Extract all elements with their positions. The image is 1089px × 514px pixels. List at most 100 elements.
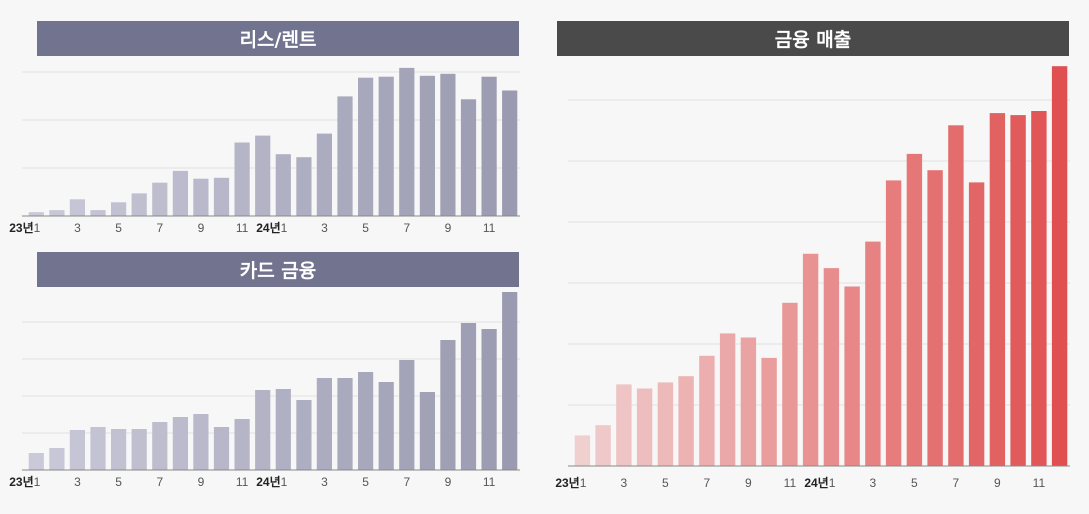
x-tick-label: 5 [115,221,122,235]
x-tick-label: 5 [662,476,669,490]
bar [460,323,477,470]
bar [111,429,127,470]
bar [296,400,312,470]
x-tick-label: 24년1 [256,221,287,235]
x-tick-label: 9 [445,475,452,489]
bar [574,435,591,466]
bar [948,125,964,467]
bar [440,340,456,470]
x-tick-label: 7 [156,475,163,489]
x-tick-label: 3 [74,221,81,235]
bar [989,113,1006,466]
x-tick-label: 7 [403,221,410,235]
bar [823,268,840,466]
bar [172,417,188,470]
bar [719,333,736,466]
bar [740,337,757,466]
bar [419,75,435,216]
bar [440,73,456,216]
x-tick-label: 3 [621,476,628,490]
bar [802,253,819,466]
x-tick-label: 5 [362,475,369,489]
bar [1010,115,1026,466]
bar [337,96,353,216]
x-tick-label: 7 [704,476,711,490]
bar [152,422,168,470]
bar [275,389,291,470]
bar-chart-card-finance: 23년1 3 5 7 9 11 24년1 3 5 7 9 11 [9,292,520,489]
bar [378,382,394,470]
bar [502,292,518,470]
bar [28,453,44,470]
bar [172,170,188,216]
bar [678,376,694,466]
x-tick-label: 5 [362,221,369,235]
bar [193,414,209,470]
bar [761,357,777,466]
x-tick-label: 7 [403,475,410,489]
bar [885,180,902,466]
x-tick-label: 23년1 [555,476,586,490]
bar [316,378,332,470]
bar [296,157,312,216]
bar [657,382,674,466]
bar [131,193,147,216]
bar [636,388,653,466]
bar [782,302,798,466]
x-tick-label: 11 [483,475,496,489]
x-tick-label: 11 [784,476,797,490]
bar [90,427,106,470]
x-tick-label: 5 [115,475,122,489]
chart-title: 금융 매출 [557,21,1069,56]
bar [460,99,477,216]
bar [865,241,881,466]
x-tick-label: 9 [198,475,205,489]
bar [616,384,632,466]
bar [213,427,230,470]
bar [90,210,106,216]
x-tick-label: 23년1 [9,475,40,489]
chart-panel-lease-rent: 리스/렌트 23년1 3 5 7 9 11 24년1 3 5 7 9 11 [0,0,540,240]
x-tick-label: 5 [911,476,918,490]
x-tick-label: 7 [953,476,960,490]
x-tick-label: 11 [1033,476,1046,490]
bar [49,210,65,216]
bar [399,67,415,217]
x-tick-label: 3 [74,475,81,489]
bar [28,212,44,216]
bar [927,170,943,466]
bar [316,133,332,216]
x-tick-label: 9 [198,221,205,235]
bar [131,429,147,470]
x-tick-label: 3 [321,475,328,489]
bar [275,154,291,216]
bar [193,178,209,216]
bar [595,425,611,466]
bar [69,430,85,470]
bar [358,372,374,470]
bar [358,77,374,216]
bar [255,390,271,470]
bar [481,329,497,470]
x-tick-label: 9 [994,476,1001,490]
bar [906,153,923,466]
x-tick-label: 3 [321,221,328,235]
chart-title: 리스/렌트 [37,21,519,56]
bar [152,182,168,216]
x-tick-label: 7 [156,221,163,235]
bar [337,378,353,470]
bar [234,142,250,216]
bar [502,90,518,216]
bar [49,448,65,470]
x-tick-label: 11 [483,221,496,235]
x-tick-label: 9 [745,476,752,490]
bar [234,419,250,470]
x-tick-label: 24년1 [256,475,287,489]
bar [699,355,715,466]
chart-panel-card-finance: 카드 금융 23년1 3 5 7 9 11 24년1 3 5 7 9 11 [0,0,540,514]
bar-chart-lease-rent: 23년1 3 5 7 9 11 24년1 3 5 7 9 11 [9,67,520,235]
x-tick-label: 3 [870,476,877,490]
bar [968,182,985,466]
bar [844,286,860,466]
